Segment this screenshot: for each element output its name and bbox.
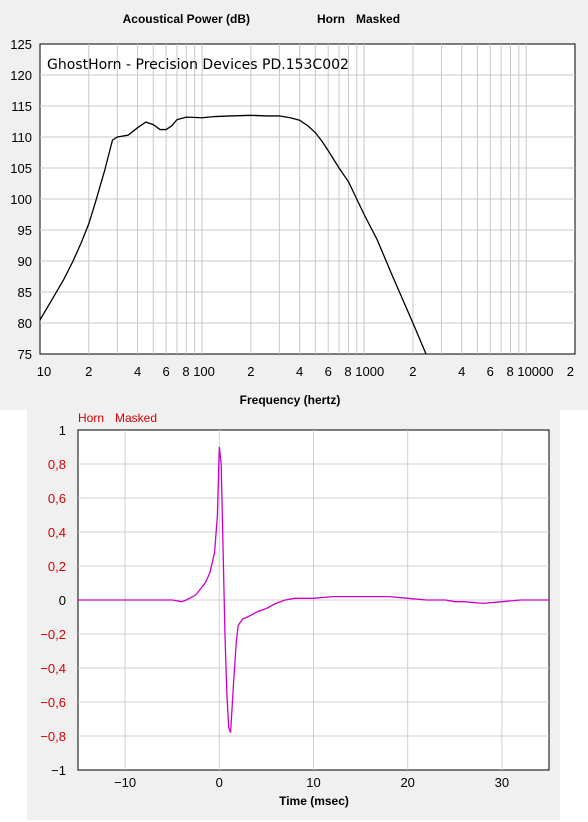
- chart1-xtick-label: 2: [567, 364, 574, 379]
- chart1-ytick-label: 110: [11, 130, 32, 145]
- chart2-ytick-label: 0,8: [48, 457, 66, 472]
- chart1-ytick-label: 125: [10, 37, 32, 52]
- chart2-ytick-label: 0,4: [48, 525, 66, 540]
- chart2-xlabel: Time (msec): [279, 794, 349, 808]
- impulse-response-chart: Horn Masked 1 0,8 0,6 0,4 0,2 0 −0,2 −0,4 −0,6 −0…: [27, 410, 560, 820]
- chart1-xlabel: Frequency (hertz): [240, 393, 341, 407]
- chart2-xtick-label: 10: [306, 775, 320, 790]
- chart1-xtick-label: 6: [325, 364, 332, 379]
- chart1-xtick-label: 4: [134, 364, 141, 379]
- chart2-legend-masked: Masked: [115, 411, 157, 425]
- chart1-legend-horn: Horn: [317, 12, 345, 26]
- chart1-ytick-label: 85: [18, 285, 32, 300]
- chart2-xtick-label: 0: [216, 775, 223, 790]
- chart2-ytick-label: 0,2: [48, 559, 66, 574]
- chart2-series-horn: [78, 446, 549, 733]
- chart1-xtick-label: 2: [409, 364, 416, 379]
- chart1-ytick-label: 115: [11, 99, 32, 114]
- chart2-ytick-label: −0,6: [40, 695, 66, 710]
- chart2-ytick-label: −0,4: [40, 661, 66, 676]
- chart2-ytick-label: −0,2: [40, 627, 66, 642]
- chart1-xtick-label: 8 10000: [507, 364, 554, 379]
- acoustical-power-chart: Acoustical Power (dB) Horn Masked GhostH…: [0, 0, 588, 410]
- chart2-ytick-label: 0: [59, 593, 66, 608]
- chart2-xtick-label: −10: [114, 775, 136, 790]
- chart1-ytick-label: 100: [10, 192, 32, 207]
- chart1-xtick-label: 8 1000: [344, 364, 384, 379]
- chart2-ytick-label: 0,6: [48, 491, 66, 506]
- chart1-xtick-label: 8 100: [182, 364, 215, 379]
- chart1-ytick-label: 120: [10, 68, 32, 83]
- chart2-xtick-label: 30: [495, 775, 509, 790]
- chart1-legend-masked: Masked: [356, 12, 400, 26]
- chart1-annotation: GhostHorn - Precision Devices PD.153C002: [47, 57, 349, 73]
- chart2-ytick-label: −0,8: [40, 729, 66, 744]
- chart2-ytick-label: −1: [51, 763, 66, 778]
- chart1-xtick-label: 4: [296, 364, 303, 379]
- chart1-ytick-label: 80: [18, 316, 32, 331]
- chart1-title: Acoustical Power (dB): [123, 12, 250, 26]
- chart1-series-horn: [40, 114, 427, 354]
- chart1-ytick-label: 90: [18, 254, 32, 269]
- chart1-xtick-label: 6: [162, 364, 169, 379]
- chart1-xtick-label: 2: [247, 364, 254, 379]
- chart1-xtick-label: 4: [458, 364, 465, 379]
- chart1-ytick-label: 105: [10, 161, 32, 176]
- chart1-ytick-label: 95: [18, 223, 32, 238]
- chart2-xtick-label: 20: [400, 775, 414, 790]
- chart1-xtick-label: 2: [85, 364, 92, 379]
- chart1-xtick-label: 10: [37, 364, 51, 379]
- chart2-ytick-label: 1: [59, 423, 66, 438]
- chart1-xtick-label: 6: [487, 364, 494, 379]
- chart1-ytick-label: 75: [18, 347, 32, 362]
- chart2-legend-horn: Horn: [78, 411, 104, 425]
